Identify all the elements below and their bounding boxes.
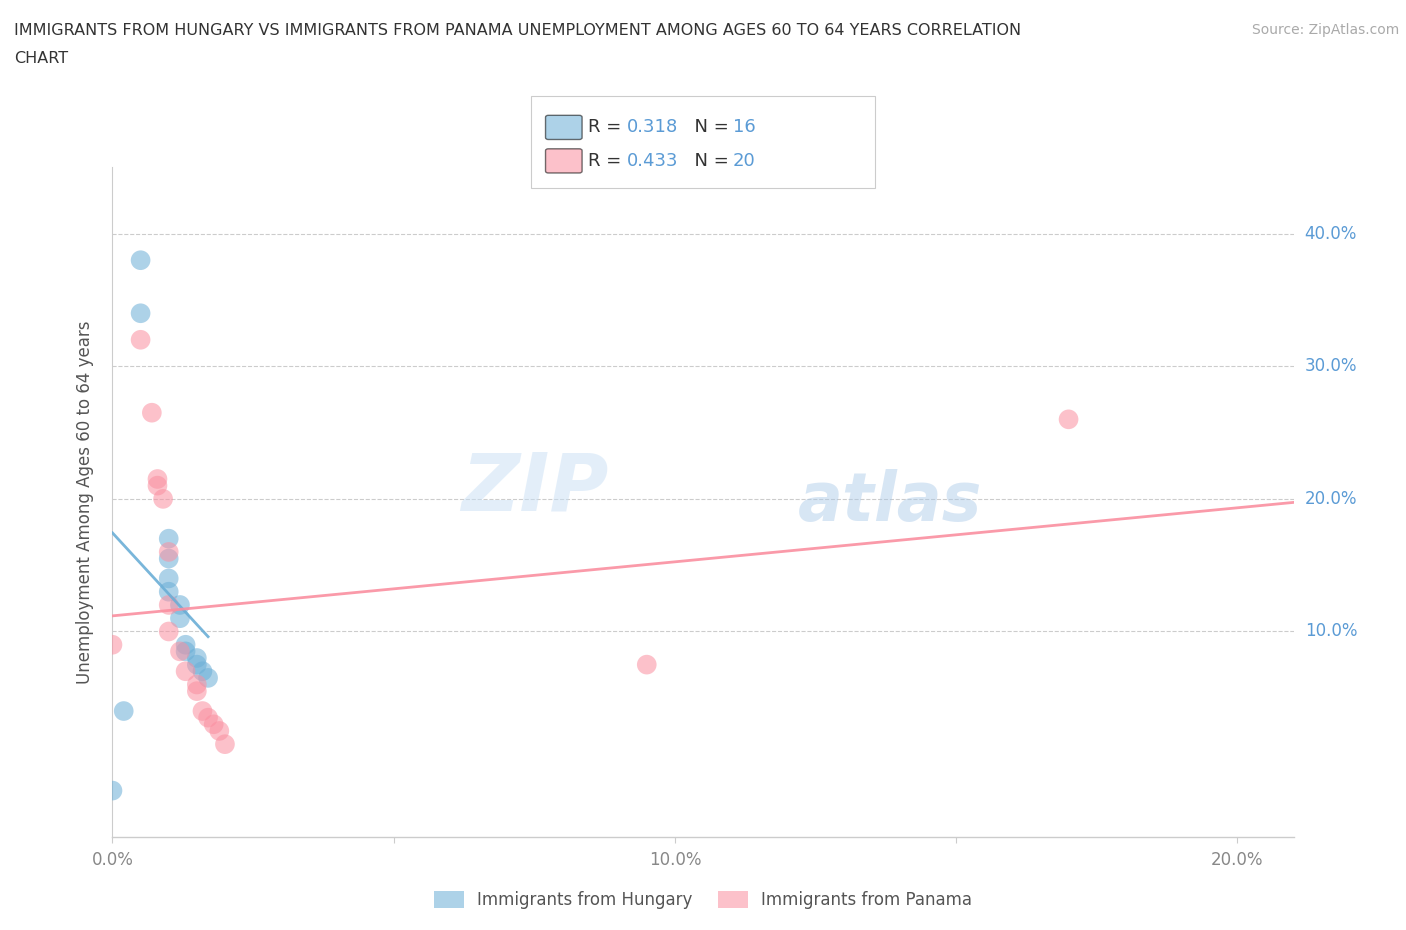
Text: IMMIGRANTS FROM HUNGARY VS IMMIGRANTS FROM PANAMA UNEMPLOYMENT AMONG AGES 60 TO : IMMIGRANTS FROM HUNGARY VS IMMIGRANTS FR… [14,23,1021,38]
Point [191,664,214,679]
Point [157,571,180,586]
Point [152,491,174,506]
Text: 20.0%: 20.0% [1305,490,1357,508]
Point [129,332,152,347]
Text: N =: N = [683,118,735,137]
Point [101,637,124,652]
Legend: Immigrants from Hungary, Immigrants from Panama: Immigrants from Hungary, Immigrants from… [427,884,979,916]
Point [169,597,191,612]
Point [157,531,180,546]
Point [157,597,180,612]
Point [169,611,191,626]
Text: 16: 16 [733,118,755,137]
Point [197,671,219,685]
Point [214,737,236,751]
Point [1057,412,1080,427]
Point [186,684,208,698]
Point [129,253,152,268]
Text: Source: ZipAtlas.com: Source: ZipAtlas.com [1251,23,1399,37]
Point [186,651,208,666]
Point [157,584,180,599]
Text: CHART: CHART [14,51,67,66]
Point [186,658,208,672]
Point [202,717,225,732]
Text: N =: N = [683,152,735,170]
Point [208,724,231,738]
Point [636,658,658,672]
Point [157,544,180,559]
Text: R =: R = [588,118,627,137]
Text: 30.0%: 30.0% [1305,357,1357,376]
Text: R =: R = [588,152,627,170]
Point [174,644,197,658]
Text: 40.0%: 40.0% [1305,225,1357,243]
Point [157,551,180,566]
Text: 0.433: 0.433 [627,152,679,170]
Point [169,644,191,658]
Point [146,478,169,493]
Point [146,472,169,486]
Text: 20: 20 [733,152,755,170]
Point [157,624,180,639]
Point [101,783,124,798]
Text: 10.0%: 10.0% [1305,622,1357,641]
Point [129,306,152,321]
Text: atlas: atlas [797,470,981,535]
Point [174,637,197,652]
Point [191,704,214,719]
Text: ZIP: ZIP [461,450,609,528]
Text: 0.318: 0.318 [627,118,678,137]
Point [186,677,208,692]
Point [174,664,197,679]
Y-axis label: Unemployment Among Ages 60 to 64 years: Unemployment Among Ages 60 to 64 years [76,321,94,684]
Point [197,711,219,725]
Point [112,704,135,719]
Point [141,405,163,420]
